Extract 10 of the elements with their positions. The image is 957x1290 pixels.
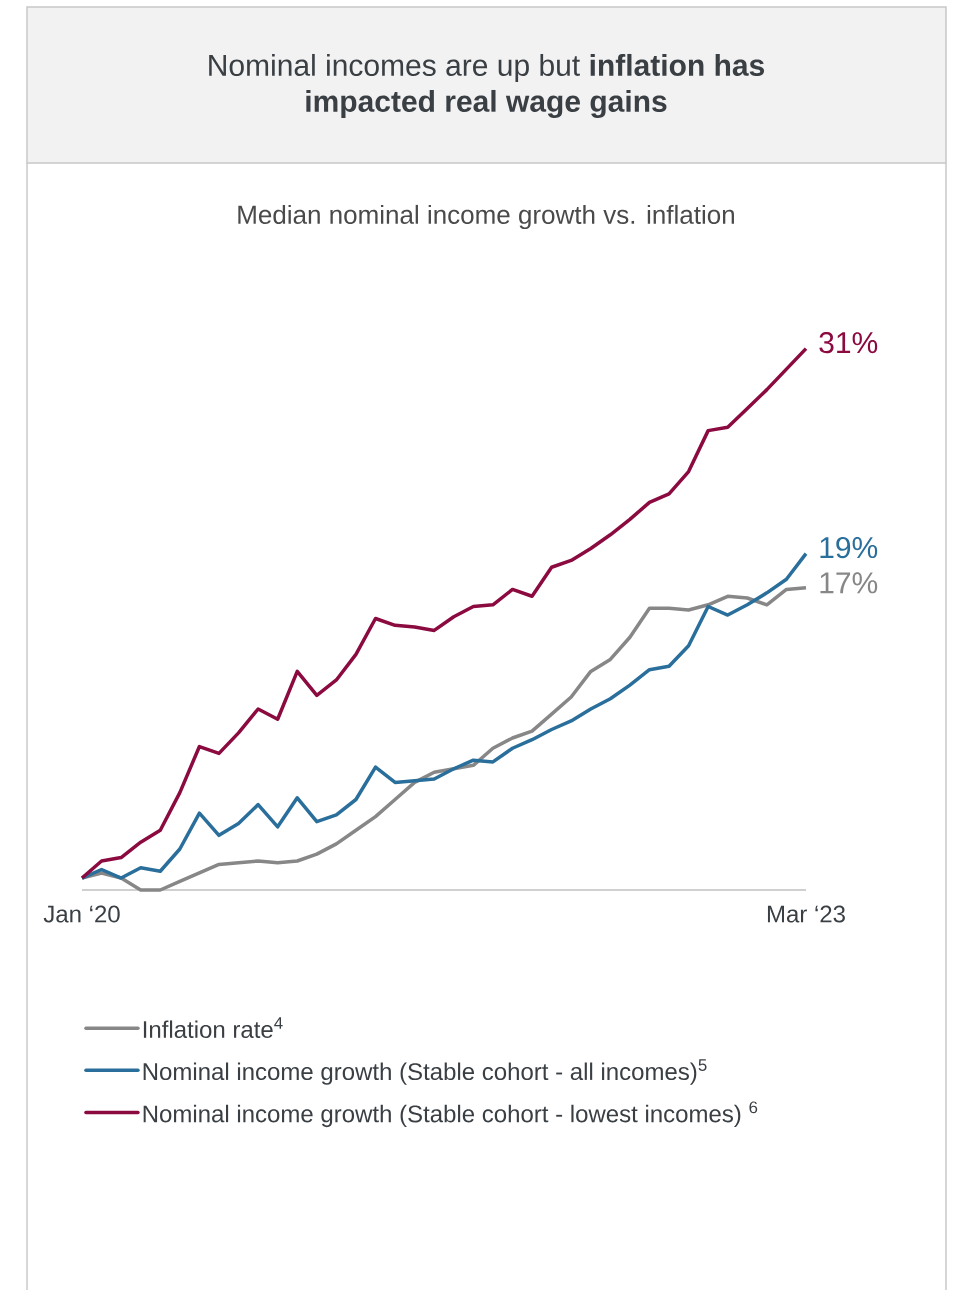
legend-label: Inflation rate$^{4}$ xyxy=(143,1017,283,1039)
x-tick-label: Jan ‘20 xyxy=(43,905,120,923)
data-label: 19% xyxy=(820,536,878,559)
data-label: 17% xyxy=(820,572,878,594)
chart-title: Nominal incomes are up but inflation has impacted real wage gains xyxy=(209,53,765,119)
x-tick-label: Mar ‘23 xyxy=(767,905,845,923)
legend-label: Nominal income growth (Stable cohort - all incomes)$^{5}$ xyxy=(143,1059,707,1085)
chart-subtitle: Median nominal income growth vs. inflation xyxy=(238,204,734,230)
data-label: 31% xyxy=(819,332,878,354)
legend-label: Nominal income growth (Stable cohort - lowest incomes) $^{6}$ xyxy=(143,1101,758,1128)
